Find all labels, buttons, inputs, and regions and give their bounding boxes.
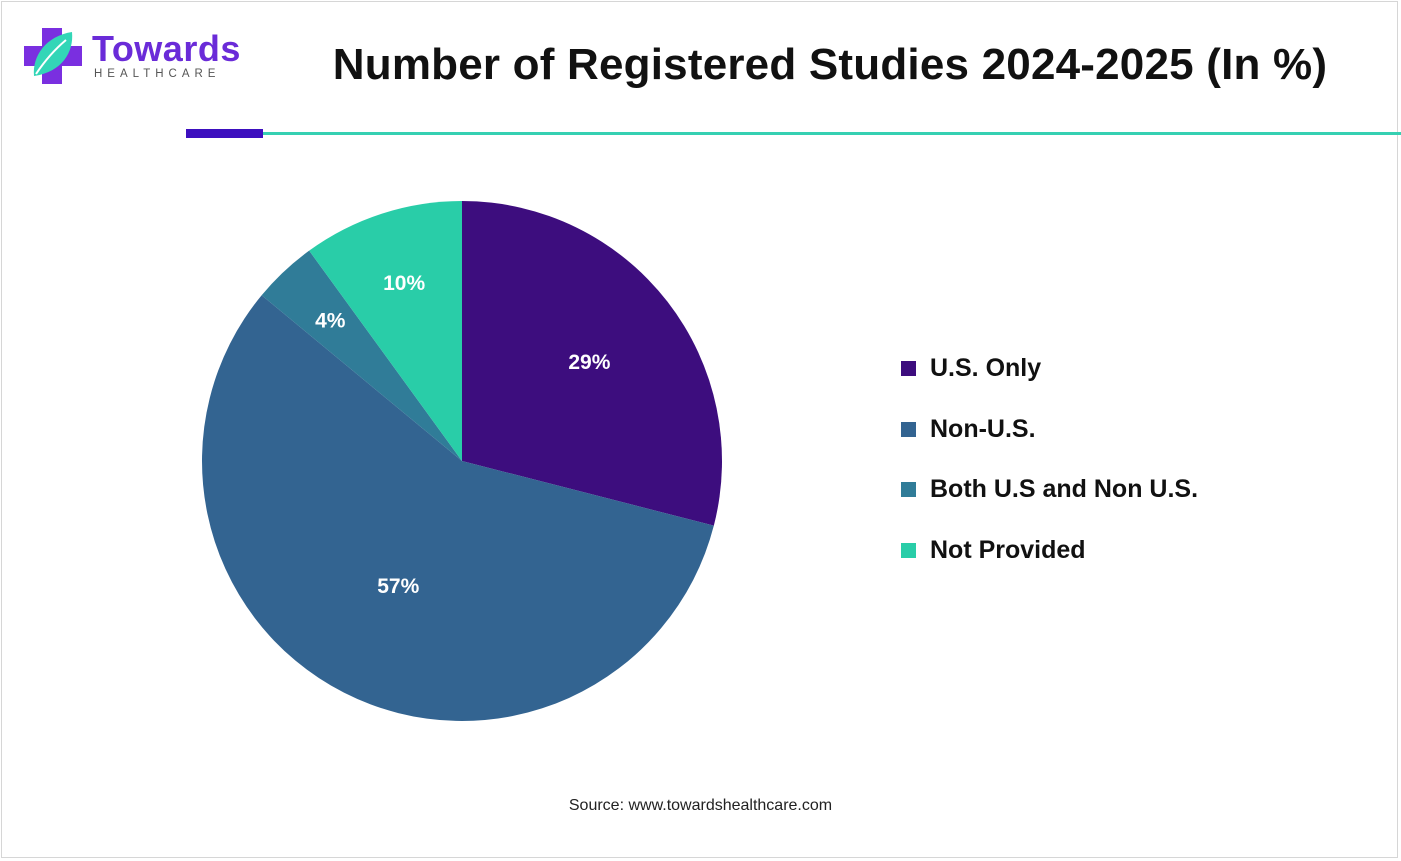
legend-item: Both U.S and Non U.S. [901, 471, 1198, 532]
legend-label: Not Provided [930, 535, 1086, 564]
chart-legend: U.S. Only Non-U.S. Both U.S and Non U.S. No… [901, 350, 1198, 592]
title-divider-line [263, 132, 1401, 135]
legend-label: Non-U.S. [930, 414, 1036, 443]
pie-slice-2 [202, 295, 714, 721]
brand-name: Towards [92, 28, 241, 69]
title-accent-bar [186, 129, 263, 138]
legend-swatch [901, 542, 916, 558]
pie-slice-label-4: 10% [383, 272, 425, 295]
pie-slice-4 [309, 201, 462, 461]
pie-slice-label-2: 57% [377, 575, 419, 598]
legend-item: Non-U.S. [901, 411, 1198, 472]
source-note: Source: www.towardshealthcare.com [568, 797, 833, 814]
chart-title: Number of Registered Studies 2024-2025 (… [332, 40, 1328, 89]
legend-label: Both U.S and Non U.S. [930, 475, 1199, 503]
pie-slice-3 [261, 250, 462, 461]
medical-cross-leaf-icon [24, 28, 82, 84]
pie-slice-1 [462, 201, 722, 526]
brand-subtitle: HEALTHCARE [94, 68, 221, 80]
legend-swatch [901, 482, 916, 497]
legend-item: Not Provided [901, 532, 1198, 593]
legend-swatch [901, 361, 916, 376]
pie-slice-label-3: 4% [315, 310, 346, 333]
legend-item: U.S. Only [901, 350, 1198, 411]
legend-label: U.S. Only [930, 354, 1042, 382]
legend-swatch [901, 421, 916, 437]
pie-slice-label-1: 29% [568, 351, 610, 374]
brand-logo: Towards HEALTHCARE [22, 26, 240, 86]
